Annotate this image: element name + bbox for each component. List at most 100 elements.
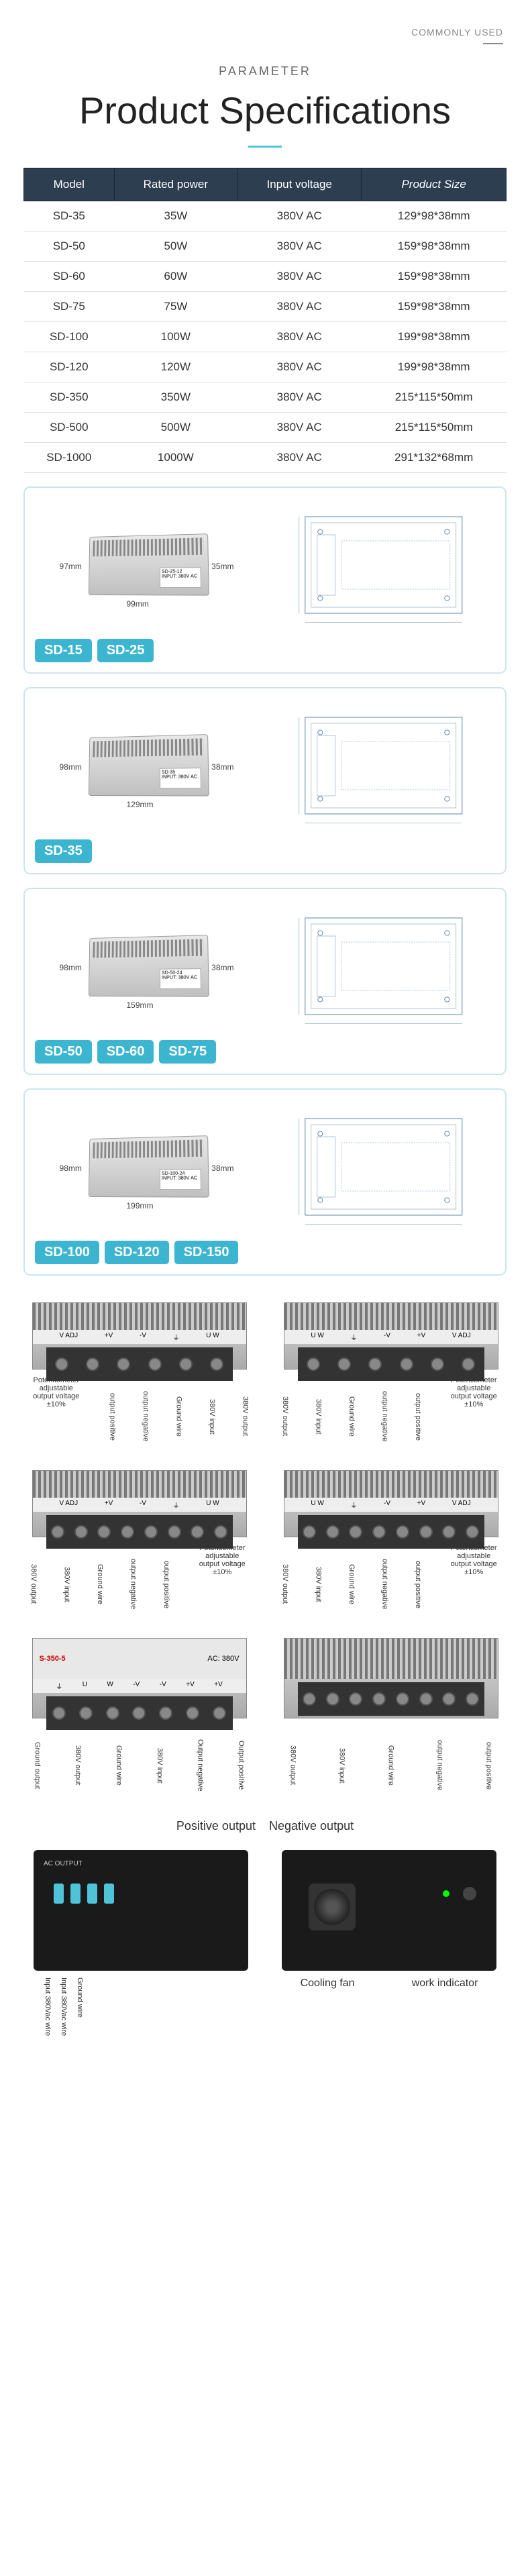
psu-label: SD-100-24INPUT: 380V AC xyxy=(159,1169,201,1190)
table-cell: 159*98*38mm xyxy=(362,231,507,262)
photo-area: SD-50-24INPUT: 380V AC 98mm 159mm 38mm xyxy=(35,899,258,1033)
callout: output positive xyxy=(162,1544,170,1625)
terminal-pin-label: U W xyxy=(206,1332,219,1342)
terminal-pin-label: ⏚ xyxy=(173,1332,180,1342)
table-cell: 159*98*38mm xyxy=(362,292,507,322)
table-cell: 380V AC xyxy=(237,201,362,231)
callout: Ground wire xyxy=(387,1725,395,1806)
table-cell: 199*98*38mm xyxy=(362,352,507,382)
diagram-area xyxy=(272,899,495,1033)
callout: Ground wire xyxy=(115,1725,123,1806)
terminal-photo: S-350-5 AC: 380V ⏚UW-V-V+V+V xyxy=(32,1638,247,1718)
dark-psu-back xyxy=(282,1850,496,1971)
psu-photo: SD-100-24INPUT: 380V AC xyxy=(88,1135,209,1198)
table-cell: SD-120 xyxy=(24,352,115,382)
table-cell: 500W xyxy=(114,413,237,443)
terminal-pin-label: U W xyxy=(311,1500,323,1510)
psu-label: SD-35INPUT: 380V AC xyxy=(159,768,201,788)
terminal-photo: U W ⏚ -V +V V ADJ xyxy=(284,1302,498,1370)
model-badge: SD-25 xyxy=(97,639,154,662)
dim-width: 98mm xyxy=(60,762,82,772)
callout: Ground wire xyxy=(348,1544,356,1625)
terminal-unit: U W⏚-V+VV ADJ 380V output 380V input Gro… xyxy=(270,1302,512,1457)
table-cell: 215*115*50mm xyxy=(362,413,507,443)
terminal-unit: U W⏚-V+VV ADJ 380V output 380V input Gro… xyxy=(270,1470,512,1625)
table-cell: 120W xyxy=(114,352,237,382)
callout: Output positive xyxy=(237,1725,246,1806)
table-row: SD-3535W380V AC129*98*38mm xyxy=(24,201,507,231)
diagram-area xyxy=(272,1100,495,1234)
badge-row: SD-35 xyxy=(35,839,92,863)
diagram-area xyxy=(272,699,495,833)
terminal-pin-label: V ADJ xyxy=(452,1332,471,1342)
model-badge: SD-60 xyxy=(97,1040,154,1064)
callout: 380V input xyxy=(156,1725,164,1806)
table-cell: 380V AC xyxy=(237,231,362,262)
terminal-pin-label: V ADJ xyxy=(59,1500,78,1510)
psu-photo: SD-25-12INPUT: 380V AC xyxy=(88,533,209,596)
terminal-pin-label: V ADJ xyxy=(59,1332,78,1342)
table-row: SD-100100W380V AC199*98*38mm xyxy=(24,322,507,352)
callout: output negative xyxy=(380,1544,388,1625)
table-header: Product Size xyxy=(362,168,507,201)
bottom-card: AC OUTPUT Input 380Vac wire Input 380Vac… xyxy=(23,1850,258,2038)
model-badge: SD-120 xyxy=(105,1241,169,1264)
terminal-photo: U W⏚-V+VV ADJ xyxy=(284,1470,498,1537)
table-cell: SD-35 xyxy=(24,201,115,231)
callout: Input 380Vac wire xyxy=(44,1977,52,2038)
tech-diagram xyxy=(283,505,484,625)
dim-width: 97mm xyxy=(60,562,82,571)
terminal-pin-label: U W xyxy=(311,1332,323,1342)
table-cell: 380V AC xyxy=(237,292,362,322)
table-row: SD-500500W380V AC215*115*50mm xyxy=(24,413,507,443)
dim-length: 199mm xyxy=(127,1201,154,1210)
table-cell: 159*98*38mm xyxy=(362,262,507,292)
parameter-label: PARAMETER xyxy=(13,64,517,79)
table-row: SD-350350W380V AC215*115*50mm xyxy=(24,382,507,413)
callout: 380V output xyxy=(30,1544,38,1625)
dark-psu-front: AC OUTPUT xyxy=(34,1850,248,1971)
callout: 380V output xyxy=(289,1725,297,1806)
table-row: SD-5050W380V AC159*98*38mm xyxy=(24,231,507,262)
table-row: SD-7575W380V AC159*98*38mm xyxy=(24,292,507,322)
table-cell: SD-60 xyxy=(24,262,115,292)
product-card: SD-50-24INPUT: 380V AC 98mm 159mm 38mm xyxy=(23,888,507,1075)
terminal-pin-label: -V xyxy=(384,1332,390,1342)
table-cell: 380V AC xyxy=(237,443,362,473)
table-cell: 380V AC xyxy=(237,413,362,443)
table-cell: 100W xyxy=(114,322,237,352)
callout: output negative xyxy=(380,1376,388,1457)
terminal-unit: 380V output 380V input Ground wire outpu… xyxy=(270,1638,512,1806)
tech-diagram xyxy=(283,705,484,826)
model-label: S-350-5 xyxy=(40,1655,66,1663)
table-cell: 380V AC xyxy=(237,322,362,352)
ac-output-label: AC OUTPUT xyxy=(44,1860,83,1867)
callout: 380V input xyxy=(208,1376,216,1457)
model-badge: SD-75 xyxy=(159,1040,216,1064)
callout: output positive xyxy=(414,1544,422,1625)
psu-photo: SD-35INPUT: 380V AC xyxy=(88,734,209,796)
table-row: SD-120120W380V AC199*98*38mm xyxy=(24,352,507,382)
tech-diagram xyxy=(283,906,484,1027)
callout: 380V output xyxy=(74,1725,82,1806)
callout: output negative xyxy=(142,1376,150,1457)
psu-label: SD-50-24INPUT: 380V AC xyxy=(159,968,201,989)
terminal-pin-label: +V xyxy=(417,1332,426,1342)
model-badge: SD-100 xyxy=(35,1241,99,1264)
pos-neg-labels: Positive output Negative output xyxy=(13,1819,517,1833)
table-header: Model xyxy=(24,168,115,201)
table-cell: 350W xyxy=(114,382,237,413)
callout: 380V input xyxy=(314,1544,322,1625)
table-cell: 129*98*38mm xyxy=(362,201,507,231)
dim-length: 99mm xyxy=(127,599,149,609)
callout-pot: Potentiometer adjustable output voltage … xyxy=(447,1544,500,1625)
callout: output positive xyxy=(485,1725,493,1806)
terminal-pin-label: +V xyxy=(105,1332,113,1342)
fan-label: Cooling fan xyxy=(301,1977,355,1990)
table-cell: SD-50 xyxy=(24,231,115,262)
table-header: Input voltage xyxy=(237,168,362,201)
callout: output positive xyxy=(108,1376,116,1457)
photo-area: SD-25-12INPUT: 380V AC 97mm 99mm 35mm xyxy=(35,498,258,632)
terminal-pin-label: ⏚ xyxy=(350,1332,357,1342)
callout: 380V output xyxy=(281,1544,289,1625)
